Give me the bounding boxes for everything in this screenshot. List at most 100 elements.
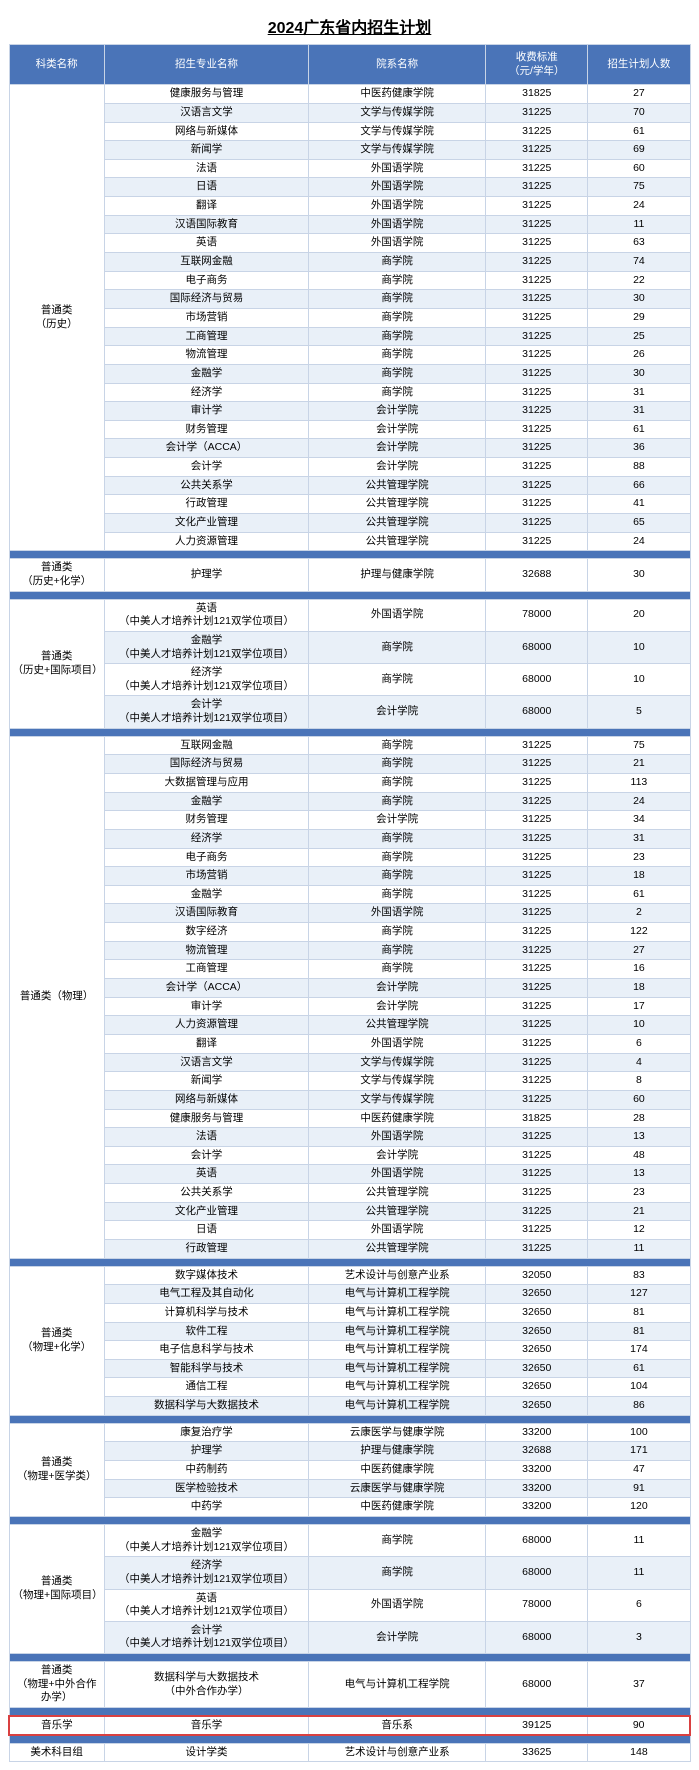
table-row: 普通类 （物理+化学）数字媒体技术艺术设计与创意产业系3205083 <box>9 1266 690 1285</box>
major-cell: 数据科学与大数据技术 <box>104 1397 308 1416</box>
plan-cell: 104 <box>588 1378 690 1397</box>
major-cell: 国际经济与贸易 <box>104 755 308 774</box>
table-row: 金融学 （中美人才培养计划121双学位项目）商学院6800010 <box>9 631 690 663</box>
dept-cell: 电气与计算机工程学院 <box>309 1662 486 1708</box>
dept-cell: 会计学院 <box>309 420 486 439</box>
plan-cell: 174 <box>588 1341 690 1360</box>
dept-cell: 商学院 <box>309 664 486 696</box>
major-cell: 互联网金融 <box>104 736 308 755</box>
plan-cell: 81 <box>588 1303 690 1322</box>
major-cell: 审计学 <box>104 997 308 1016</box>
fee-cell: 31225 <box>486 532 588 551</box>
enrollment-table: 科类名称招生专业名称院系名称收费标准 （元/学年）招生计划人数 普通类 （历史）… <box>8 44 691 1762</box>
table-row: 金融学商学院3122524 <box>9 792 690 811</box>
table-row: 法语外国语学院3122513 <box>9 1128 690 1147</box>
table-row: 新闻学文学与传媒学院3122569 <box>9 141 690 160</box>
dept-cell: 商学院 <box>309 792 486 811</box>
table-row: 普通类 （物理+国际项目）金融学 （中美人才培养计划121双学位项目）商学院68… <box>9 1524 690 1556</box>
dept-cell: 会计学院 <box>309 997 486 1016</box>
col-header: 招生计划人数 <box>588 45 690 85</box>
fee-cell: 33200 <box>486 1479 588 1498</box>
plan-cell: 60 <box>588 159 690 178</box>
table-row: 电气工程及其自动化电气与计算机工程学院32650127 <box>9 1285 690 1304</box>
major-cell: 国际经济与贸易 <box>104 290 308 309</box>
major-cell: 日语 <box>104 178 308 197</box>
table-row: 市场营销商学院3122518 <box>9 867 690 886</box>
major-cell: 公共关系学 <box>104 476 308 495</box>
table-row: 数据科学与大数据技术电气与计算机工程学院3265086 <box>9 1397 690 1416</box>
table-row: 普通类 （历史）健康服务与管理中医药健康学院3182527 <box>9 85 690 104</box>
fee-cell: 31225 <box>486 1053 588 1072</box>
plan-cell: 22 <box>588 271 690 290</box>
table-row: 会计学（ACCA）会计学院3122518 <box>9 979 690 998</box>
table-row: 汉语国际教育外国语学院3122511 <box>9 215 690 234</box>
dept-cell: 艺术设计与创意产业系 <box>309 1743 486 1762</box>
dept-cell: 外国语学院 <box>309 1165 486 1184</box>
major-cell: 财务管理 <box>104 811 308 830</box>
major-cell: 会计学 （中美人才培养计划121双学位项目） <box>104 1621 308 1653</box>
category-cell: 普通类 （物理+国际项目） <box>9 1524 104 1653</box>
dept-cell: 会计学院 <box>309 811 486 830</box>
major-cell: 文化产业管理 <box>104 1202 308 1221</box>
major-cell: 工商管理 <box>104 960 308 979</box>
major-cell: 文化产业管理 <box>104 514 308 533</box>
dept-cell: 外国语学院 <box>309 234 486 253</box>
table-row: 普通类 （历史+化学）护理学护理与健康学院3268830 <box>9 559 690 591</box>
dept-cell: 商学院 <box>309 346 486 365</box>
major-cell: 汉语国际教育 <box>104 215 308 234</box>
table-row: 物流管理商学院3122526 <box>9 346 690 365</box>
plan-cell: 75 <box>588 736 690 755</box>
major-cell: 会计学 <box>104 1146 308 1165</box>
plan-cell: 12 <box>588 1221 690 1240</box>
dept-cell: 会计学院 <box>309 402 486 421</box>
fee-cell: 68000 <box>486 696 588 728</box>
table-row: 公共关系学公共管理学院3122523 <box>9 1184 690 1203</box>
fee-cell: 31225 <box>486 867 588 886</box>
major-cell: 法语 <box>104 159 308 178</box>
dept-cell: 公共管理学院 <box>309 1240 486 1259</box>
dept-cell: 外国语学院 <box>309 1034 486 1053</box>
group-separator <box>9 1258 690 1266</box>
plan-cell: 37 <box>588 1662 690 1708</box>
major-cell: 通信工程 <box>104 1378 308 1397</box>
dept-cell: 公共管理学院 <box>309 1202 486 1221</box>
table-row: 法语外国语学院3122560 <box>9 159 690 178</box>
dept-cell: 电气与计算机工程学院 <box>309 1359 486 1378</box>
table-row: 大数据管理与应用商学院31225113 <box>9 773 690 792</box>
major-cell: 公共关系学 <box>104 1184 308 1203</box>
fee-cell: 31225 <box>486 327 588 346</box>
table-row: 普通类 （历史+国际项目）英语 （中美人才培养计划121双学位项目）外国语学院7… <box>9 599 690 631</box>
major-cell: 财务管理 <box>104 420 308 439</box>
major-cell: 市场营销 <box>104 867 308 886</box>
plan-cell: 31 <box>588 402 690 421</box>
fee-cell: 31225 <box>486 253 588 272</box>
table-row: 经济学商学院3122531 <box>9 383 690 402</box>
plan-cell: 75 <box>588 178 690 197</box>
fee-cell: 31225 <box>486 159 588 178</box>
plan-cell: 27 <box>588 941 690 960</box>
table-row: 翻译外国语学院312256 <box>9 1034 690 1053</box>
major-cell: 经济学 （中美人才培养计划121双学位项目） <box>104 1557 308 1589</box>
major-cell: 音乐学 <box>104 1716 308 1736</box>
dept-cell: 商学院 <box>309 364 486 383</box>
dept-cell: 外国语学院 <box>309 1589 486 1621</box>
major-cell: 法语 <box>104 1128 308 1147</box>
fee-cell: 31225 <box>486 960 588 979</box>
plan-cell: 127 <box>588 1285 690 1304</box>
fee-cell: 31225 <box>486 1016 588 1035</box>
fee-cell: 31225 <box>486 514 588 533</box>
table-row: 人力资源管理公共管理学院3122524 <box>9 532 690 551</box>
major-cell: 金融学 <box>104 885 308 904</box>
table-row: 工商管理商学院3122516 <box>9 960 690 979</box>
table-row: 公共关系学公共管理学院3122566 <box>9 476 690 495</box>
dept-cell: 电气与计算机工程学院 <box>309 1322 486 1341</box>
plan-cell: 83 <box>588 1266 690 1285</box>
dept-cell: 公共管理学院 <box>309 532 486 551</box>
dept-cell: 商学院 <box>309 631 486 663</box>
dept-cell: 商学院 <box>309 1524 486 1556</box>
fee-cell: 68000 <box>486 664 588 696</box>
plan-cell: 21 <box>588 1202 690 1221</box>
major-cell: 翻译 <box>104 1034 308 1053</box>
table-row: 物流管理商学院3122527 <box>9 941 690 960</box>
fee-cell: 31225 <box>486 346 588 365</box>
